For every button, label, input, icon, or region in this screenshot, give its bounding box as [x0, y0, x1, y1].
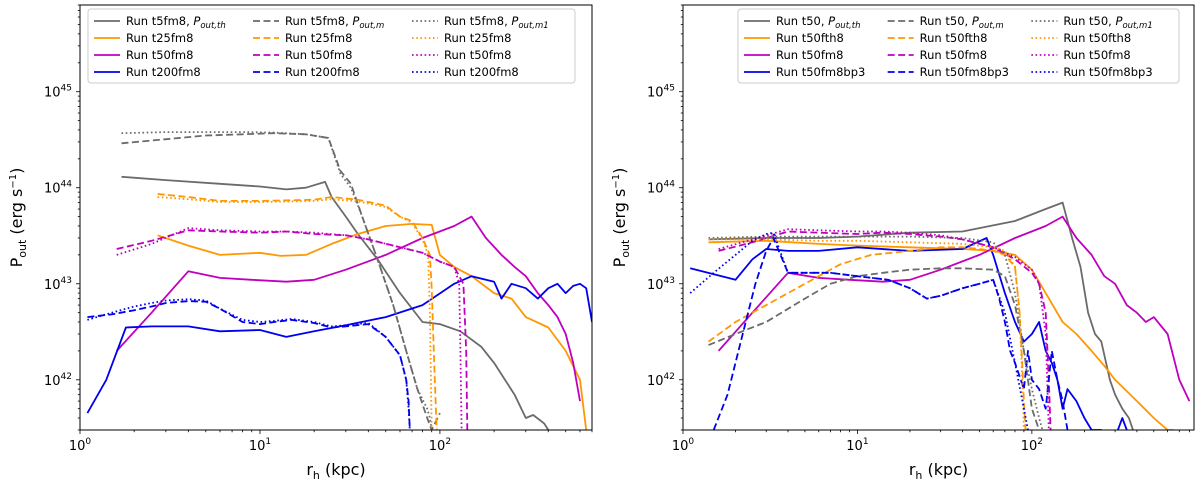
- legend-label: Run t50fm8: [776, 48, 843, 62]
- x-tick-label: 102: [1021, 437, 1043, 454]
- legend-label: Run t50fm8: [126, 48, 193, 62]
- chart-left: 100 101 102 1042 1043 1044 1045 rh (kpc) Pout (e…: [7, 4, 593, 482]
- series-line: [87, 300, 411, 430]
- series-line: [116, 229, 469, 430]
- series-line: [718, 228, 1050, 430]
- chart-right: 100 101 102 1042 1043 1044 1045 rh (kpc) Pout (e…: [610, 4, 1195, 482]
- y-axis-label: Pout (erg s−1): [7, 168, 29, 268]
- legend-label: Run t25fm8: [126, 31, 193, 45]
- series-line: [116, 227, 463, 430]
- y-tick-label: 1044: [647, 180, 675, 197]
- legend-label: Run t50, Pout,th: [776, 14, 860, 31]
- y-tick-label: 1045: [44, 84, 72, 101]
- legend-label: Run t50fm8bp3: [776, 65, 865, 79]
- legend-label: Run t50fth8: [1063, 31, 1131, 45]
- legend-label: Run t50fm8bp3: [1063, 65, 1152, 79]
- legend-label: Run t5fm8, Pout,m1: [444, 14, 549, 31]
- series-line: [708, 238, 1025, 430]
- x-tick-label: 101: [846, 437, 868, 454]
- legend-label: Run t200fm8: [444, 65, 519, 79]
- series-line: [87, 298, 411, 430]
- legend-label: Run t50, Pout,m: [920, 14, 1004, 31]
- legend-label: Run t50fm8: [285, 48, 352, 62]
- y-tick-label: 1043: [44, 276, 72, 293]
- series-line: [86, 275, 592, 414]
- legend-label: Run t25fm8: [444, 31, 511, 45]
- legend-label: Run t50fth8: [776, 31, 844, 45]
- legend-label: Run t50fth8: [920, 31, 988, 45]
- series-line: [717, 215, 1191, 402]
- y-tick-label: 1044: [44, 180, 72, 197]
- legend-box: [737, 8, 1180, 84]
- series-line: [718, 230, 1052, 430]
- plot-frame: [79, 4, 593, 431]
- legend-label: Run t50fm8bp3: [920, 65, 1009, 79]
- plot-frame: [682, 4, 1195, 431]
- series-line: [157, 222, 588, 430]
- series-line: [121, 175, 550, 430]
- legend-label: Run t200fm8: [126, 65, 201, 79]
- y-tick-label: 1042: [647, 372, 675, 389]
- series-line: [689, 237, 1129, 430]
- legend-label: Run t5fm8, Pout,m: [285, 14, 384, 31]
- legend-label: Run t5fm8, Pout,th: [126, 14, 226, 31]
- series-line: [121, 132, 441, 430]
- y-axis-label: Pout (erg s−1): [610, 168, 632, 268]
- series-line: [689, 231, 1029, 430]
- series-line: [708, 235, 1044, 430]
- x-tick-label: 101: [249, 437, 271, 454]
- series-group: [689, 201, 1191, 430]
- legend-label: Run t50fm8: [920, 48, 987, 62]
- series-group: [86, 131, 592, 430]
- x-tick-label: 100: [672, 437, 695, 454]
- series-line: [157, 196, 433, 430]
- series-line: [708, 239, 1174, 430]
- x-axis-label: rh (kpc): [306, 460, 365, 482]
- legend-label: Run t50fm8: [1063, 48, 1130, 62]
- x-tick-label: 100: [69, 437, 92, 454]
- legend-label: Run t200fm8: [285, 65, 360, 79]
- x-tick-label: 102: [429, 437, 451, 454]
- y-tick-label: 1043: [647, 276, 675, 293]
- series-line: [116, 215, 581, 402]
- x-axis-label: rh (kpc): [909, 460, 968, 482]
- series-line: [708, 201, 1134, 430]
- y-tick-label: 1042: [44, 372, 72, 389]
- series-line: [708, 267, 1040, 430]
- legend-label: Run t25fm8: [285, 31, 352, 45]
- legend-box: [87, 8, 576, 84]
- series-line: [707, 246, 1027, 430]
- y-tick-label: 1045: [647, 84, 675, 101]
- legend-label: Run t50fm8: [444, 48, 511, 62]
- legend-label: Run t50, Pout,m1: [1063, 14, 1152, 31]
- series-line: [157, 193, 438, 430]
